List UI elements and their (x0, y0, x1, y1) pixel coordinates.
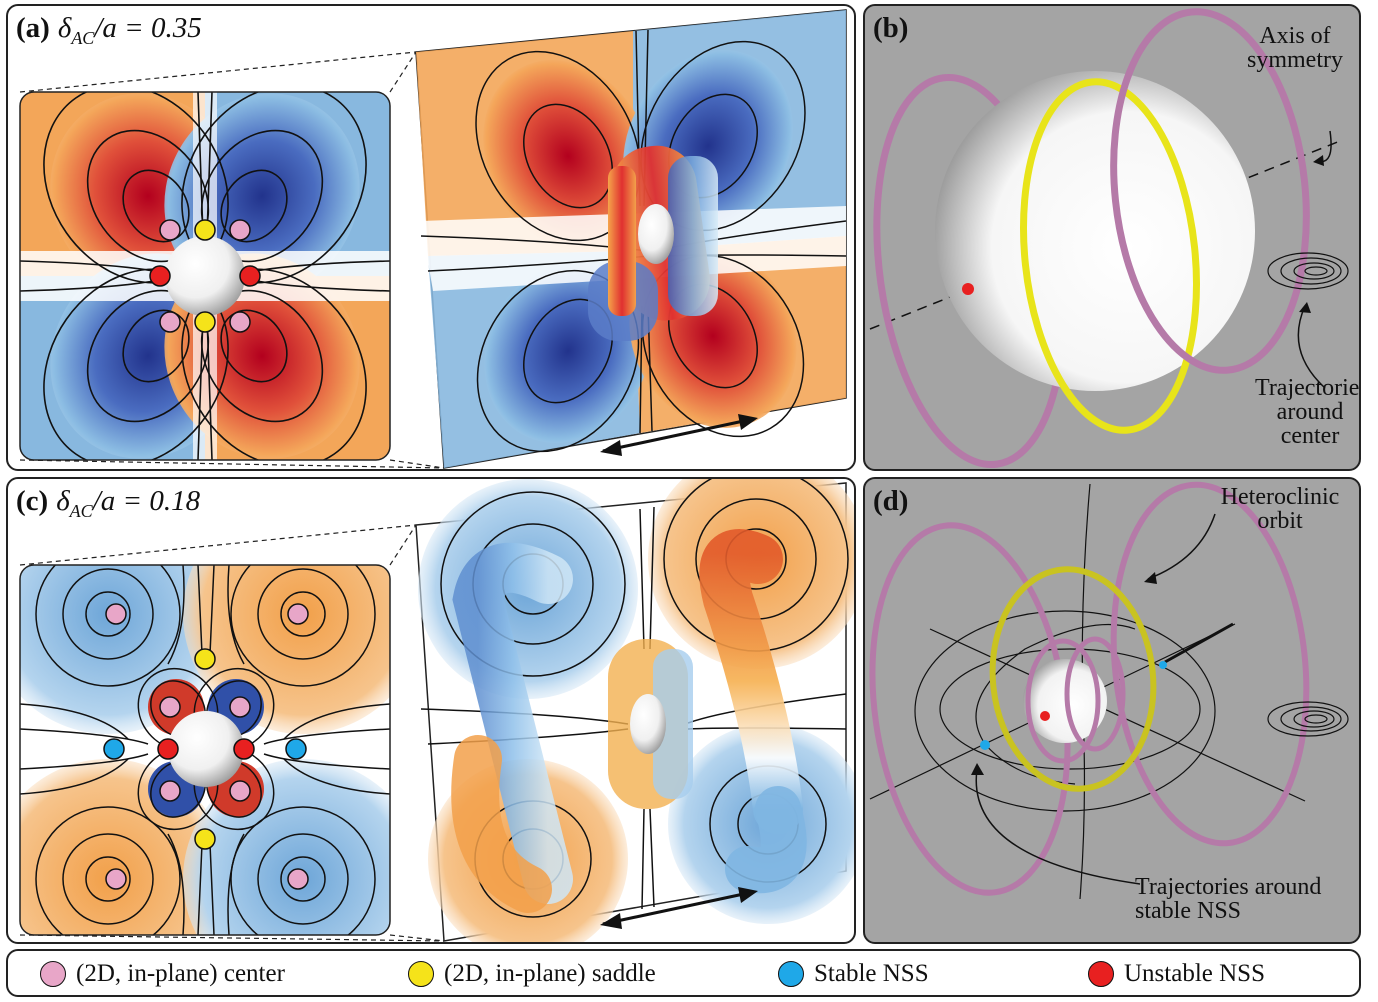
panel-c-figure (19, 479, 854, 942)
legend: (2D, in-plane) center (2D, in-plane) sad… (6, 949, 1361, 997)
saddle-point (194, 219, 216, 241)
heteroclinic-annotation: Heteroclinic orbit (1220, 484, 1340, 534)
panel-a: (a) δAC/a = 0.35 (6, 4, 856, 471)
panel-a-title: (a) δAC/a = 0.35 (16, 12, 202, 48)
center-point (159, 219, 181, 241)
trajectory-spiral (1267, 252, 1349, 290)
trajectories-annotation: Trajectories around center (1255, 375, 1361, 449)
panel-d: (d) (863, 477, 1361, 944)
legend-item-stable-nss: Stable NSS (778, 959, 929, 989)
legend-item-unstable-nss: Unstable NSS (1088, 959, 1265, 989)
panel-b-label: (b) (873, 12, 909, 44)
center-swatch-icon (40, 961, 66, 987)
panel-a-figure (19, 9, 847, 469)
unstable-nss-point (149, 265, 171, 287)
perspective-plane (415, 479, 854, 942)
panel-d-figure (869, 481, 1349, 900)
legend-item-center: (2D, in-plane) center (40, 959, 285, 989)
stable-nss-swatch-icon (778, 961, 804, 987)
unstable-nss-point (962, 283, 974, 295)
stable-nss-annotation: Trajectories around stable NSS (1135, 874, 1322, 924)
axis-annotation: Axis of symmetry (1247, 23, 1343, 73)
panel-b-figure (869, 8, 1349, 469)
panel-b: (b) Axis of symmetry Trajectories around ce… (863, 4, 1361, 471)
perspective-plane (415, 9, 847, 469)
legend-item-saddle: (2D, in-plane) saddle (408, 959, 656, 989)
panel-c: (c) δAC/a = 0.18 (6, 477, 856, 944)
saddle-swatch-icon (408, 961, 434, 987)
unstable-nss-swatch-icon (1088, 961, 1114, 987)
panel-d-label: (d) (873, 485, 909, 517)
panel-c-title: (c) δAC/a = 0.18 (16, 485, 201, 521)
